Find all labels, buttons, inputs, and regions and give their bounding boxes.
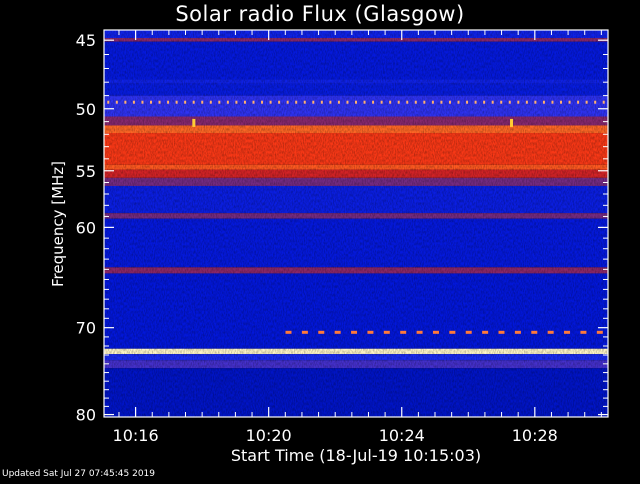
x-tick-label: 10:20 bbox=[246, 426, 292, 445]
interference-dash bbox=[201, 101, 203, 104]
interference-dash bbox=[167, 101, 169, 104]
interference-dash bbox=[133, 101, 135, 104]
interference-dash bbox=[346, 101, 348, 104]
interference-dash bbox=[526, 101, 528, 104]
x-tick-label: 10:28 bbox=[512, 426, 558, 445]
interference-dash bbox=[398, 101, 400, 104]
interference-dash bbox=[440, 101, 442, 104]
interference-dash bbox=[458, 101, 460, 104]
interference-dash bbox=[551, 101, 553, 104]
updated-timestamp: Updated Sat Jul 27 07:45:45 2019 bbox=[2, 469, 155, 479]
interference-dash bbox=[569, 101, 571, 104]
interference-dash bbox=[270, 101, 272, 104]
interference-dash bbox=[364, 101, 366, 104]
interference-dash bbox=[304, 101, 306, 104]
interference-dash bbox=[335, 331, 341, 334]
interference-dash bbox=[423, 101, 425, 104]
interference-dash bbox=[449, 101, 451, 104]
interference-dash bbox=[321, 101, 323, 104]
interference-dash bbox=[543, 101, 545, 104]
interference-dash bbox=[295, 101, 297, 104]
interference-dash bbox=[244, 101, 246, 104]
interference-dash bbox=[449, 331, 455, 334]
interference-dash bbox=[261, 101, 263, 104]
x-tick-label: 10:24 bbox=[379, 426, 425, 445]
interference-dash bbox=[116, 101, 118, 104]
interference-dash bbox=[560, 101, 562, 104]
interference-dash bbox=[534, 101, 536, 104]
interference-dash bbox=[252, 101, 254, 104]
interference-dash bbox=[210, 101, 212, 104]
interference-dash bbox=[432, 101, 434, 104]
interference-dash bbox=[466, 331, 472, 334]
interference-dash bbox=[184, 101, 186, 104]
interference-dash bbox=[580, 331, 586, 334]
interference-dash bbox=[597, 331, 603, 334]
interference-dash bbox=[124, 101, 126, 104]
interference-dash bbox=[176, 101, 178, 104]
interference-dash bbox=[548, 331, 554, 334]
interference-dash bbox=[406, 101, 408, 104]
y-tick-label: 70 bbox=[76, 319, 96, 338]
interference-dash bbox=[227, 101, 229, 104]
burst-spike bbox=[510, 119, 513, 127]
interference-dash bbox=[433, 331, 439, 334]
x-tick-label: 10:16 bbox=[113, 426, 159, 445]
interference-dash bbox=[235, 101, 237, 104]
y-tick-label: 80 bbox=[76, 406, 96, 425]
interference-dash bbox=[355, 101, 357, 104]
interference-dash bbox=[492, 101, 494, 104]
interference-dash bbox=[500, 101, 502, 104]
interference-dash bbox=[107, 101, 109, 104]
interference-dash bbox=[159, 101, 161, 104]
y-tick-label: 50 bbox=[76, 100, 96, 119]
interference-dash bbox=[218, 101, 220, 104]
interference-dash bbox=[415, 101, 417, 104]
interference-dash bbox=[483, 101, 485, 104]
interference-dash bbox=[389, 101, 391, 104]
interference-dash bbox=[482, 331, 488, 334]
interference-dash bbox=[531, 331, 537, 334]
interference-dash bbox=[338, 101, 340, 104]
y-tick-label: 45 bbox=[76, 31, 96, 50]
interference-dash bbox=[603, 101, 605, 104]
heatmap-texture bbox=[104, 30, 608, 417]
interference-dash bbox=[577, 101, 579, 104]
interference-dash bbox=[466, 101, 468, 104]
interference-dash bbox=[517, 101, 519, 104]
y-axis-label: Frequency [MHz] bbox=[49, 161, 67, 287]
x-axis-label: Start Time (18-Jul-19 10:15:03) bbox=[104, 446, 608, 465]
interference-dash bbox=[329, 101, 331, 104]
interference-dash bbox=[594, 101, 596, 104]
interference-dash bbox=[400, 331, 406, 334]
interference-dash bbox=[475, 101, 477, 104]
interference-dash bbox=[318, 331, 324, 334]
interference-dash bbox=[286, 331, 292, 334]
interference-dash bbox=[287, 101, 289, 104]
interference-dash bbox=[515, 331, 521, 334]
interference-dash bbox=[193, 101, 195, 104]
interference-dash bbox=[302, 331, 308, 334]
y-tick-label: 55 bbox=[76, 162, 96, 181]
interference-dash bbox=[509, 101, 511, 104]
interference-dash bbox=[367, 331, 373, 334]
interference-dash bbox=[586, 101, 588, 104]
interference-dash bbox=[150, 101, 152, 104]
interference-dash bbox=[384, 331, 390, 334]
interference-dash bbox=[381, 101, 383, 104]
interference-dash bbox=[312, 101, 314, 104]
burst-spike bbox=[192, 119, 195, 127]
interference-dash bbox=[351, 331, 357, 334]
interference-dash bbox=[417, 331, 423, 334]
interference-dash bbox=[372, 101, 374, 104]
interference-dash bbox=[141, 101, 143, 104]
interference-dash bbox=[564, 331, 570, 334]
interference-dash bbox=[499, 331, 505, 334]
interference-dash bbox=[278, 101, 280, 104]
chart-title: Solar radio Flux (Glasgow) bbox=[0, 2, 640, 26]
y-tick-label: 60 bbox=[76, 218, 96, 237]
